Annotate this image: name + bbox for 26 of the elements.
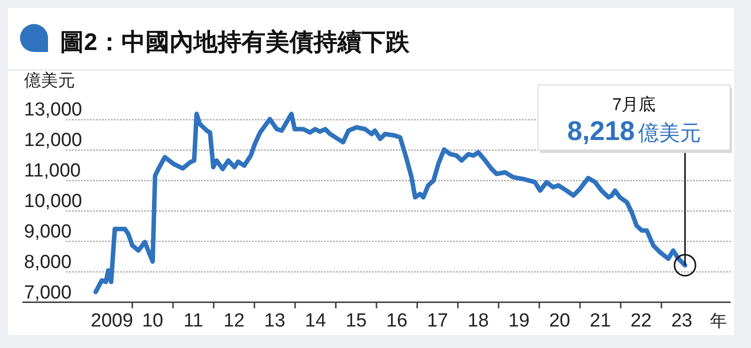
x-tick-label: 15 <box>346 310 367 332</box>
x-tick-label: 19 <box>508 310 530 332</box>
x-tick-label: 20 <box>549 310 570 332</box>
x-tick-label: 23 <box>671 310 692 332</box>
x-tick-label: 12 <box>223 310 245 332</box>
x-tick-label: 2009 <box>90 310 134 332</box>
x-tick-label: 13 <box>264 310 286 332</box>
y-tick-label: 8,000 <box>24 252 72 273</box>
x-tick-label: 18 <box>468 310 489 332</box>
y-tick-label: 11,000 <box>24 160 81 182</box>
y-tick-label: 7,000 <box>24 282 72 304</box>
x-tick-label: 22 <box>630 310 652 332</box>
y-tick-label: 12,000 <box>24 130 82 152</box>
y-axis-title: 億美元 <box>24 71 75 90</box>
y-tick-label: 13,000 <box>24 100 82 121</box>
annotation: 7月底 8,218億美元 <box>567 95 701 146</box>
x-tick-label: 14 <box>304 310 326 332</box>
chart-title: 圖2：中國內地持有美債持續下跌 <box>60 28 410 56</box>
y-tick-label: 10,000 <box>24 190 82 212</box>
x-tick-label: 16 <box>386 310 408 332</box>
x-tick-label: 10 <box>142 310 164 332</box>
x-axis-title: 年 <box>710 311 728 330</box>
x-tick-label: 17 <box>426 310 448 332</box>
x-tick-label: 21 <box>590 310 611 332</box>
y-tick-label: 9,000 <box>24 221 72 242</box>
x-tick-label: 11 <box>183 310 204 332</box>
